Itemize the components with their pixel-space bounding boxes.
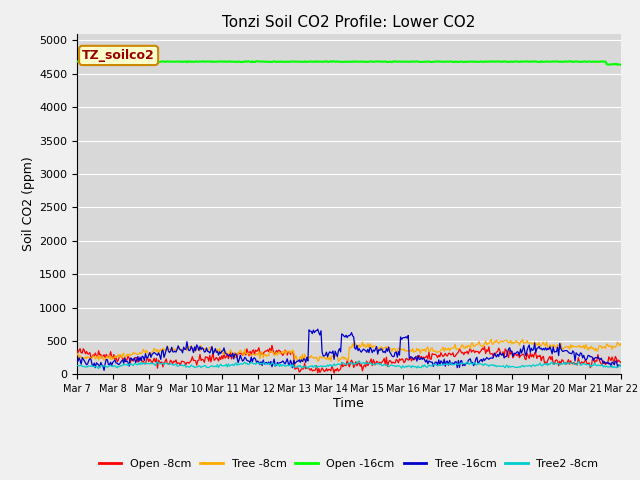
Y-axis label: Soil CO2 (ppm): Soil CO2 (ppm) [22,156,35,252]
Legend: Open -8cm, Tree -8cm, Open -16cm, Tree -16cm, Tree2 -8cm: Open -8cm, Tree -8cm, Open -16cm, Tree -… [95,455,603,474]
X-axis label: Time: Time [333,397,364,410]
Title: Tonzi Soil CO2 Profile: Lower CO2: Tonzi Soil CO2 Profile: Lower CO2 [222,15,476,30]
Text: TZ_soilco2: TZ_soilco2 [82,49,155,62]
